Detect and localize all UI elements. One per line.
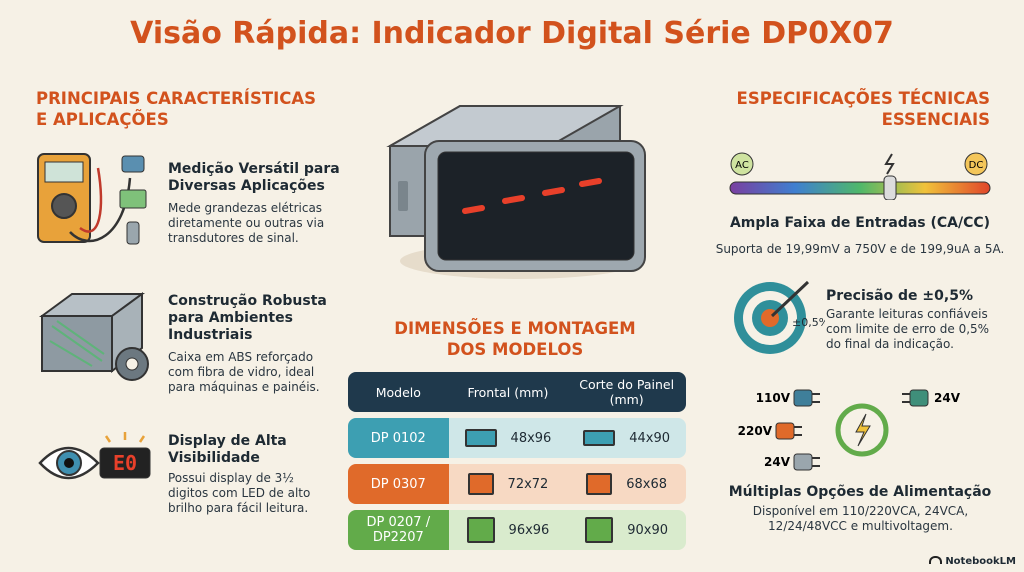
display-text: E0 <box>113 451 137 475</box>
plug-label: 24V <box>934 391 961 405</box>
table-header: Frontal (mm) <box>448 372 568 412</box>
plug-label: 220V <box>738 424 773 438</box>
value-cell: 44x90 <box>567 418 686 458</box>
power-icons: 110V 220V 24V 24V <box>738 389 961 471</box>
size-swatch <box>585 517 614 543</box>
dimensions-table: Modelo Frontal (mm) Corte do Painel (mm)… <box>348 366 686 556</box>
target-badge: ±0,5% <box>792 316 825 329</box>
feature-text: Possui display de 3½ digitos com LED de … <box>168 471 311 515</box>
size-swatch <box>464 429 497 447</box>
value-cell: 48x96 <box>448 418 568 458</box>
spec-title: Precisão de ±0,5% <box>826 288 973 304</box>
table-row: DP 0307 72x72 68x68 <box>348 464 686 504</box>
model-cell: DP 0207 / DP2207 <box>348 510 449 550</box>
cell-text: 48x96 <box>510 430 552 446</box>
spec-text: Garante leituras confiáveis com limite d… <box>826 307 990 351</box>
device-illustration <box>386 105 646 279</box>
model-cell: DP 0102 <box>348 418 449 458</box>
cell-text: 90x90 <box>627 522 669 538</box>
spec-title: Múltiplas Opções de Alimentação <box>728 484 992 500</box>
enclosure-icon <box>38 292 149 381</box>
footer-brand: NotebookLM <box>929 556 1016 567</box>
model-cell: DP 0307 <box>348 464 449 504</box>
section-title: ESPECIFICAÇÕES TÉCNICAS ESSENCIAIS <box>736 89 990 129</box>
value-cell: 90x90 <box>567 510 686 550</box>
feature-title: Medição Versátil para Diversas Aplicaçõe… <box>168 161 340 194</box>
table-header-row: Modelo Frontal (mm) Corte do Painel (mm) <box>348 372 686 412</box>
feature-title: Display de Alta Visibilidade <box>168 433 287 466</box>
brand-icon <box>929 556 943 564</box>
eye-display-icon: E0 <box>38 432 151 480</box>
range-label: DC <box>969 160 984 171</box>
table-row: DP 0207 / DP2207 96x96 90x90 <box>348 510 686 550</box>
plug-label: 24V <box>764 455 791 469</box>
section-title: DIMENSÕES E MONTAGEM DOS MODELOS <box>394 319 636 359</box>
feature-text: Caixa em ABS reforçado com fibra de vidr… <box>168 350 320 394</box>
page-title: Visão Rápida: Indicador Digital Série DP… <box>130 16 894 51</box>
target-icon: ±0,5% <box>734 280 825 354</box>
size-swatch <box>466 517 495 543</box>
cell-text: 72x72 <box>507 476 549 492</box>
table-row: DP 0102 48x96 44x90 <box>348 418 686 458</box>
plug-label: 110V <box>756 391 791 405</box>
range-slider: AC DC <box>729 152 991 200</box>
section-title: PRINCIPAIS CARACTERÍSTICAS E APLICAÇÕES <box>36 89 316 129</box>
value-cell: 96x96 <box>448 510 568 550</box>
feature-title: Construção Robusta para Ambientes Indust… <box>168 293 327 343</box>
value-cell: 68x68 <box>567 464 686 504</box>
feature-text: Mede grandezas elétricas diretamente ou … <box>168 201 325 245</box>
size-swatch <box>583 430 616 446</box>
table-header: Corte do Painel (mm) <box>567 372 686 412</box>
size-swatch <box>586 473 613 495</box>
cell-text: 68x68 <box>626 476 668 492</box>
table-header: Modelo <box>348 372 449 412</box>
brand-text: NotebookLM <box>945 556 1016 567</box>
cell-text: 44x90 <box>629 430 671 446</box>
range-label: AC <box>735 160 749 171</box>
spec-text: Disponível em 110/220VCA, 24VCA, 12/24/4… <box>752 504 969 533</box>
header-text: Frontal (mm) <box>467 384 549 400</box>
size-swatch <box>467 473 494 495</box>
header-text: Corte do Painel (mm) <box>579 377 675 407</box>
spec-title: Ampla Faixa de Entradas (CA/CC) <box>729 215 991 231</box>
spec-text: Suporta de 19,99mV a 750V e de 199,9uA a… <box>715 242 1005 256</box>
cell-text: 96x96 <box>508 522 550 538</box>
meter-icon <box>37 153 147 245</box>
value-cell: 72x72 <box>448 464 568 504</box>
